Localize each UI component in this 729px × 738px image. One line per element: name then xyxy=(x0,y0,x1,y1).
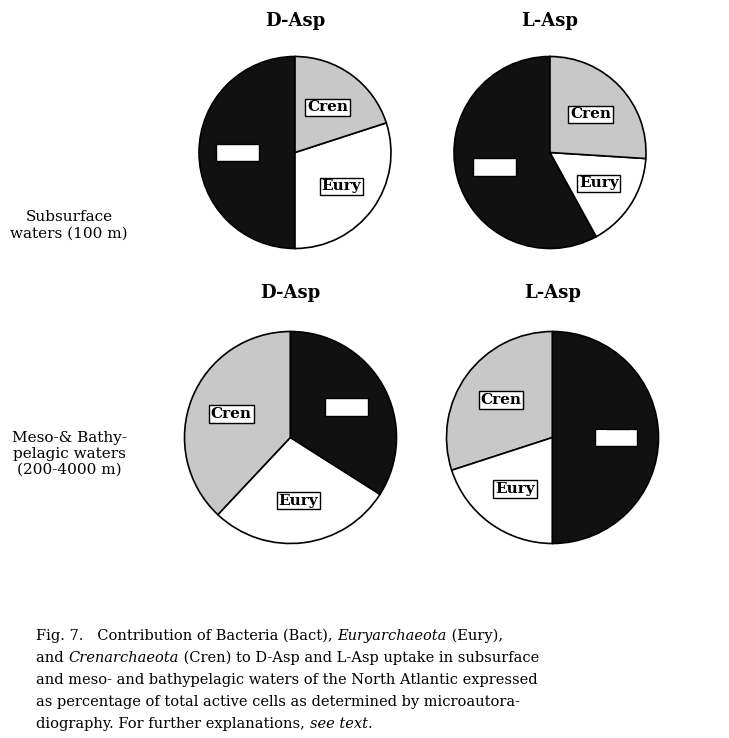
Text: Crenarchaeota: Crenarchaeota xyxy=(69,651,179,665)
Text: diography. For further explanations,: diography. For further explanations, xyxy=(36,717,310,731)
Wedge shape xyxy=(290,331,397,494)
Text: Bact: Bact xyxy=(327,400,366,414)
Text: Bact: Bact xyxy=(475,160,514,174)
Wedge shape xyxy=(218,438,380,543)
Text: Euryarchaeota: Euryarchaeota xyxy=(338,629,447,643)
Text: Eury: Eury xyxy=(278,494,319,508)
Text: (Eury),: (Eury), xyxy=(447,629,503,643)
Text: (Cren) to D-Asp and L-Asp uptake in subsurface: (Cren) to D-Asp and L-Asp uptake in subs… xyxy=(179,651,539,665)
Text: Eury: Eury xyxy=(579,176,618,190)
Text: Bact: Bact xyxy=(218,145,257,159)
Wedge shape xyxy=(446,331,553,470)
Wedge shape xyxy=(184,331,290,515)
Text: Bact: Bact xyxy=(596,430,636,444)
Title: L-Asp: L-Asp xyxy=(524,284,581,302)
Text: Cren: Cren xyxy=(480,393,521,407)
Wedge shape xyxy=(295,123,391,249)
Text: Eury: Eury xyxy=(321,179,362,193)
Wedge shape xyxy=(550,153,646,237)
Wedge shape xyxy=(553,331,658,543)
Title: D-Asp: D-Asp xyxy=(260,284,321,302)
Text: Fig. 7.   Contribution of Bacteria (Bact),: Fig. 7. Contribution of Bacteria (Bact), xyxy=(36,629,338,643)
Text: Cren: Cren xyxy=(570,108,611,121)
Text: as percentage of total active cells as determined by microautora-: as percentage of total active cells as d… xyxy=(36,695,521,709)
Text: Eury: Eury xyxy=(495,482,535,496)
Text: Cren: Cren xyxy=(307,100,348,114)
Text: see text.: see text. xyxy=(310,717,373,731)
Text: and: and xyxy=(36,651,69,665)
Text: and meso- and bathypelagic waters of the North Atlantic expressed: and meso- and bathypelagic waters of the… xyxy=(36,673,538,687)
Title: L-Asp: L-Asp xyxy=(521,12,579,30)
Wedge shape xyxy=(295,57,386,153)
Text: Subsurface
waters (100 m): Subsurface waters (100 m) xyxy=(10,210,128,240)
Wedge shape xyxy=(199,57,295,249)
Text: Meso-& Bathy-
pelagic waters
(200-4000 m): Meso-& Bathy- pelagic waters (200-4000 m… xyxy=(12,431,127,477)
Title: D-Asp: D-Asp xyxy=(265,12,325,30)
Wedge shape xyxy=(452,438,553,543)
Wedge shape xyxy=(454,57,596,249)
Wedge shape xyxy=(550,57,646,159)
Text: Cren: Cren xyxy=(211,407,252,421)
